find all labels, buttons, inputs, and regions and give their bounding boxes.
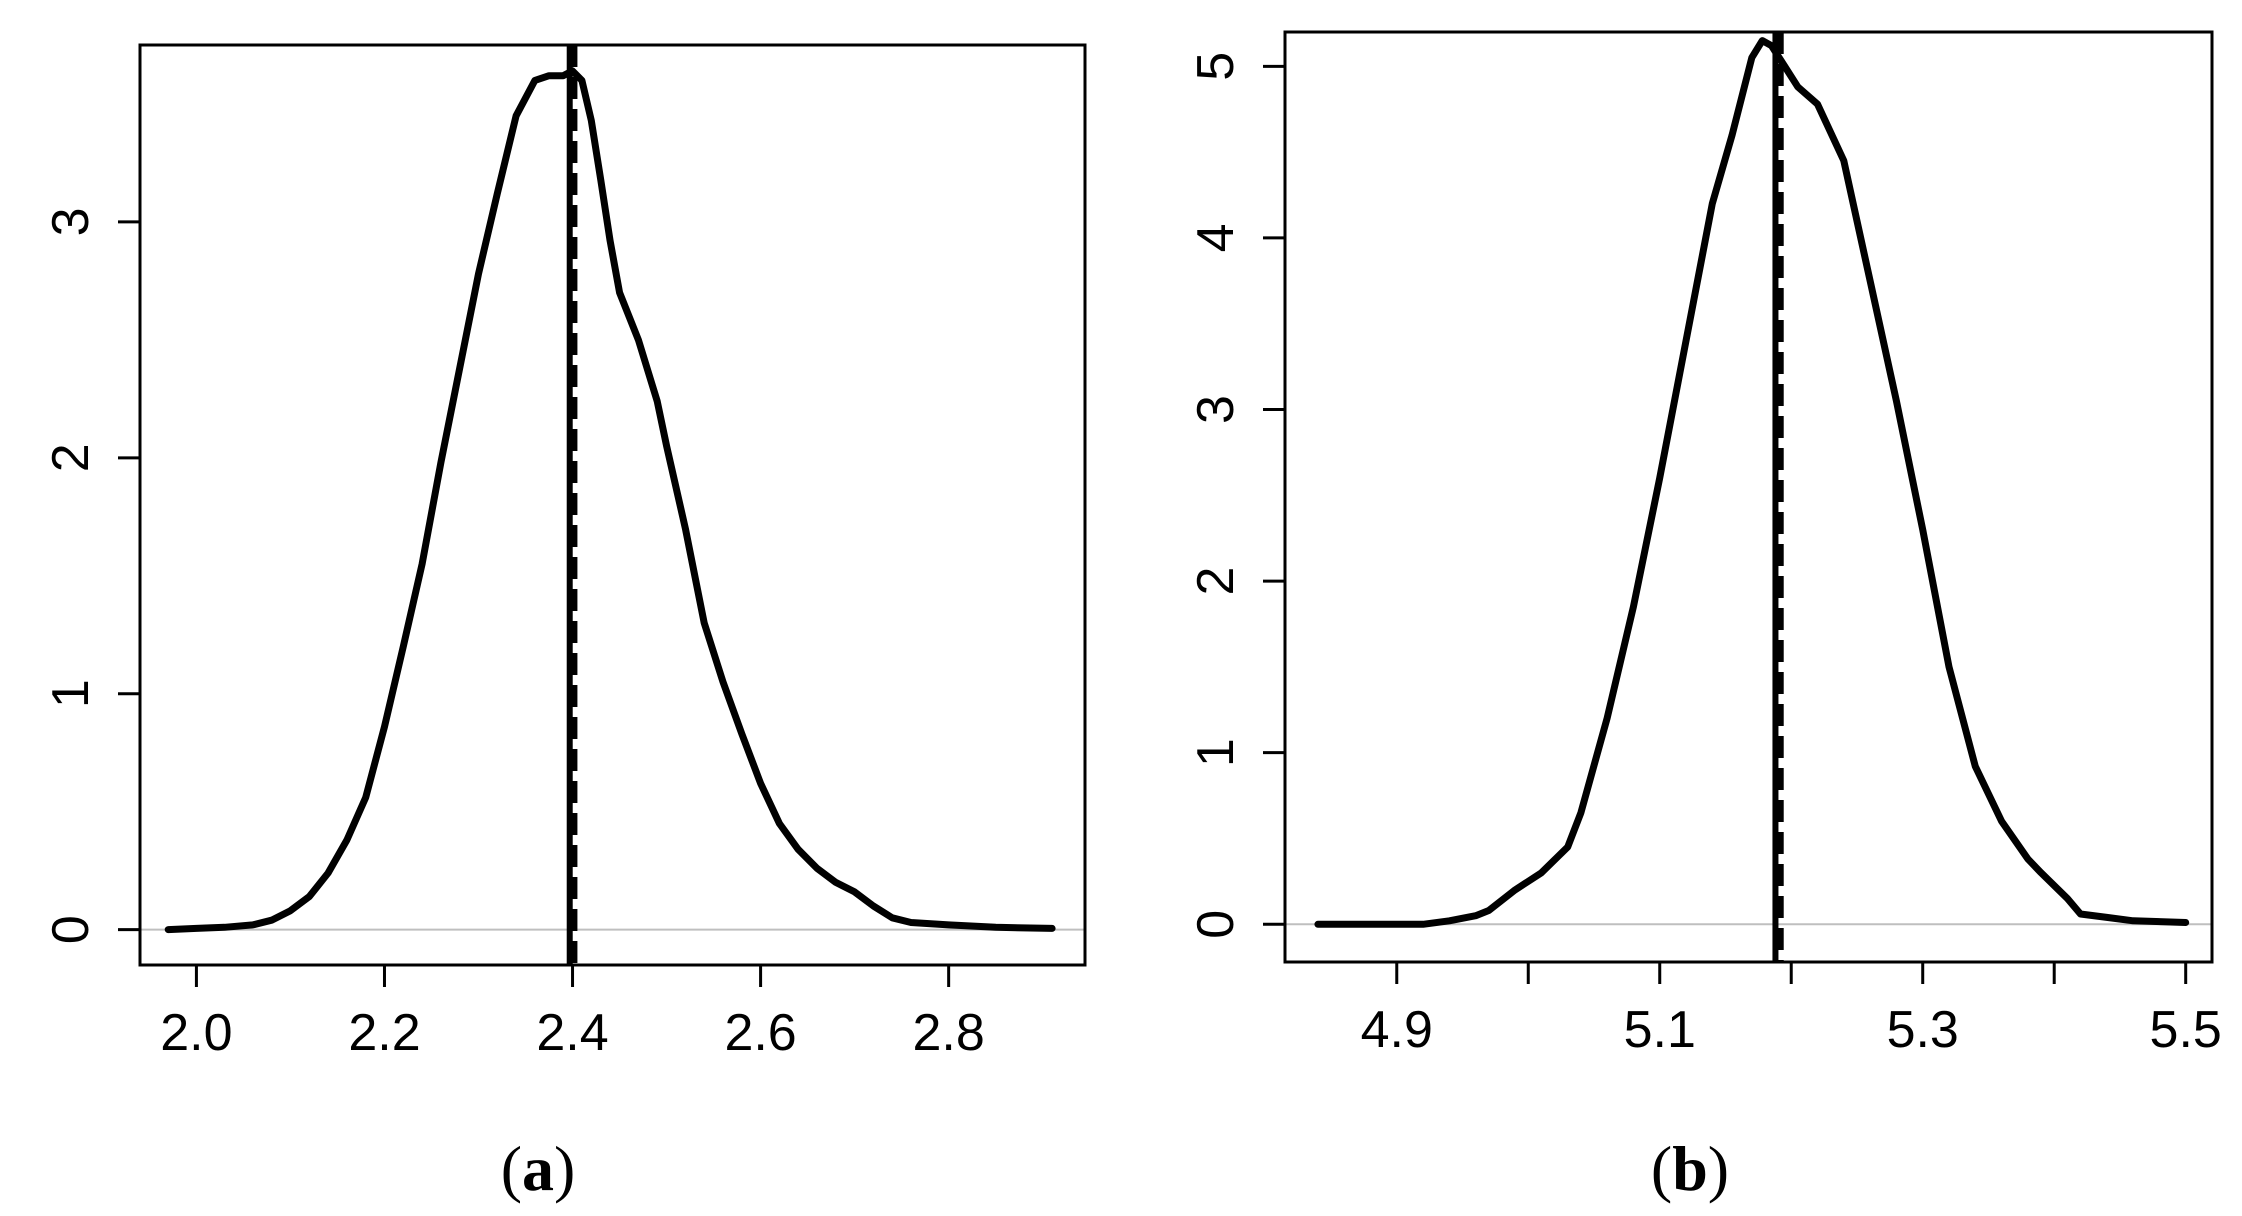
panel-a-density-curve — [164, 67, 1056, 934]
panel-a: 2.0 2.2 2.4 2.6 2.8 0 1 2 3 (a) — [42, 43, 1087, 1204]
panel-a-y-tick-label: 3 — [42, 207, 100, 236]
panel-a-x-tick-label: 2.8 — [913, 1004, 985, 1062]
panel-b-x-tick-label: 5.1 — [1624, 1001, 1696, 1059]
panel-a-x-tick-label: 2.4 — [536, 1004, 608, 1062]
panel-a-x-tick-label: 2.2 — [348, 1004, 420, 1062]
panel-b-y-tick-label: 5 — [1187, 52, 1245, 81]
panel-b-x-tick-label: 5.5 — [2150, 1001, 2222, 1059]
panel-a-x-tick-label: 2.6 — [724, 1004, 796, 1062]
panel-a-y-tick-label: 2 — [42, 443, 100, 472]
panel-b-x-tick-label: 5.3 — [1887, 1001, 1959, 1059]
panel-b-label: (b) — [1651, 1133, 1729, 1204]
panel-b-x-tick-label: 4.9 — [1361, 1001, 1433, 1059]
panel-a-plot: 2.0 2.2 2.4 2.6 2.8 0 1 2 3 — [42, 43, 1087, 1062]
panel-a-label: (a) — [501, 1133, 576, 1204]
panel-b-y-tick-label: 0 — [1187, 910, 1245, 939]
panel-b-frame — [1283, 30, 2214, 964]
panel-a-y-tick-label: 1 — [42, 679, 100, 708]
panel-b-density-curve — [1314, 37, 2190, 928]
panel-b: 4.9 5.1 5.3 5.5 0 1 2 3 4 5 (b) — [1187, 30, 2222, 1204]
panel-b-plot: 4.9 5.1 5.3 5.5 0 1 2 3 4 5 — [1187, 30, 2222, 1059]
panel-b-y-tick-label: 2 — [1187, 567, 1245, 596]
panel-a-frame — [138, 43, 1087, 967]
panel-a-y-tick-label: 0 — [42, 915, 100, 944]
panel-b-y-tick-label: 3 — [1187, 395, 1245, 424]
panel-b-y-tick-label: 1 — [1187, 738, 1245, 767]
panel-a-x-tick-label: 2.0 — [160, 1004, 232, 1062]
panel-b-y-tick-label: 4 — [1187, 223, 1245, 252]
